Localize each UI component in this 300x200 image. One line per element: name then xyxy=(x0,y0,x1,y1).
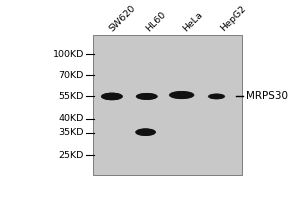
Text: HeLa: HeLa xyxy=(182,10,205,33)
Ellipse shape xyxy=(103,94,121,99)
Ellipse shape xyxy=(208,93,225,99)
Ellipse shape xyxy=(171,92,192,98)
Ellipse shape xyxy=(135,128,156,136)
Ellipse shape xyxy=(101,93,122,100)
Ellipse shape xyxy=(137,94,156,99)
Ellipse shape xyxy=(138,94,156,99)
Ellipse shape xyxy=(136,93,158,100)
Ellipse shape xyxy=(137,129,154,135)
Text: 40KD: 40KD xyxy=(58,114,84,123)
Ellipse shape xyxy=(138,94,155,99)
Ellipse shape xyxy=(137,129,154,135)
Text: 70KD: 70KD xyxy=(58,71,84,80)
Ellipse shape xyxy=(210,94,223,98)
Ellipse shape xyxy=(208,94,225,99)
Ellipse shape xyxy=(209,94,224,99)
Ellipse shape xyxy=(170,92,193,99)
Ellipse shape xyxy=(102,93,122,100)
Text: 35KD: 35KD xyxy=(58,128,84,137)
Ellipse shape xyxy=(103,93,121,99)
Ellipse shape xyxy=(102,93,122,100)
Ellipse shape xyxy=(209,94,224,99)
Ellipse shape xyxy=(169,91,194,99)
Ellipse shape xyxy=(136,129,155,136)
Ellipse shape xyxy=(173,93,190,97)
Ellipse shape xyxy=(139,94,155,99)
Ellipse shape xyxy=(210,94,223,99)
Ellipse shape xyxy=(169,91,194,99)
Ellipse shape xyxy=(169,91,194,99)
Ellipse shape xyxy=(136,129,155,135)
Text: 100KD: 100KD xyxy=(52,50,84,59)
Ellipse shape xyxy=(104,94,120,99)
Text: 25KD: 25KD xyxy=(58,151,84,160)
Ellipse shape xyxy=(171,92,192,98)
Text: MRPS30: MRPS30 xyxy=(246,91,288,101)
Ellipse shape xyxy=(172,92,191,98)
Ellipse shape xyxy=(171,92,193,98)
Ellipse shape xyxy=(136,129,155,136)
Ellipse shape xyxy=(138,94,155,99)
Ellipse shape xyxy=(101,93,123,100)
Ellipse shape xyxy=(135,128,156,136)
Ellipse shape xyxy=(138,130,153,135)
Ellipse shape xyxy=(172,92,191,98)
Ellipse shape xyxy=(208,94,224,99)
Ellipse shape xyxy=(209,94,224,99)
Ellipse shape xyxy=(103,94,120,99)
Ellipse shape xyxy=(170,91,194,99)
Text: HL60: HL60 xyxy=(145,10,168,33)
Ellipse shape xyxy=(172,92,192,98)
Text: SW620: SW620 xyxy=(107,3,137,33)
Ellipse shape xyxy=(137,94,156,99)
Text: 55KD: 55KD xyxy=(58,92,84,101)
Ellipse shape xyxy=(209,94,224,99)
Ellipse shape xyxy=(139,94,154,99)
Ellipse shape xyxy=(136,93,158,100)
Ellipse shape xyxy=(137,129,154,135)
Text: HepG2: HepG2 xyxy=(219,4,248,33)
Bar xyxy=(93,35,242,175)
Ellipse shape xyxy=(104,94,120,99)
Ellipse shape xyxy=(101,93,123,100)
Ellipse shape xyxy=(103,94,121,99)
Ellipse shape xyxy=(138,130,154,135)
Ellipse shape xyxy=(210,95,223,98)
Ellipse shape xyxy=(136,93,157,100)
Ellipse shape xyxy=(136,93,157,100)
Ellipse shape xyxy=(136,129,154,135)
Ellipse shape xyxy=(208,94,225,99)
Ellipse shape xyxy=(137,93,157,99)
Ellipse shape xyxy=(138,130,153,134)
Ellipse shape xyxy=(210,95,223,98)
Ellipse shape xyxy=(102,93,122,100)
